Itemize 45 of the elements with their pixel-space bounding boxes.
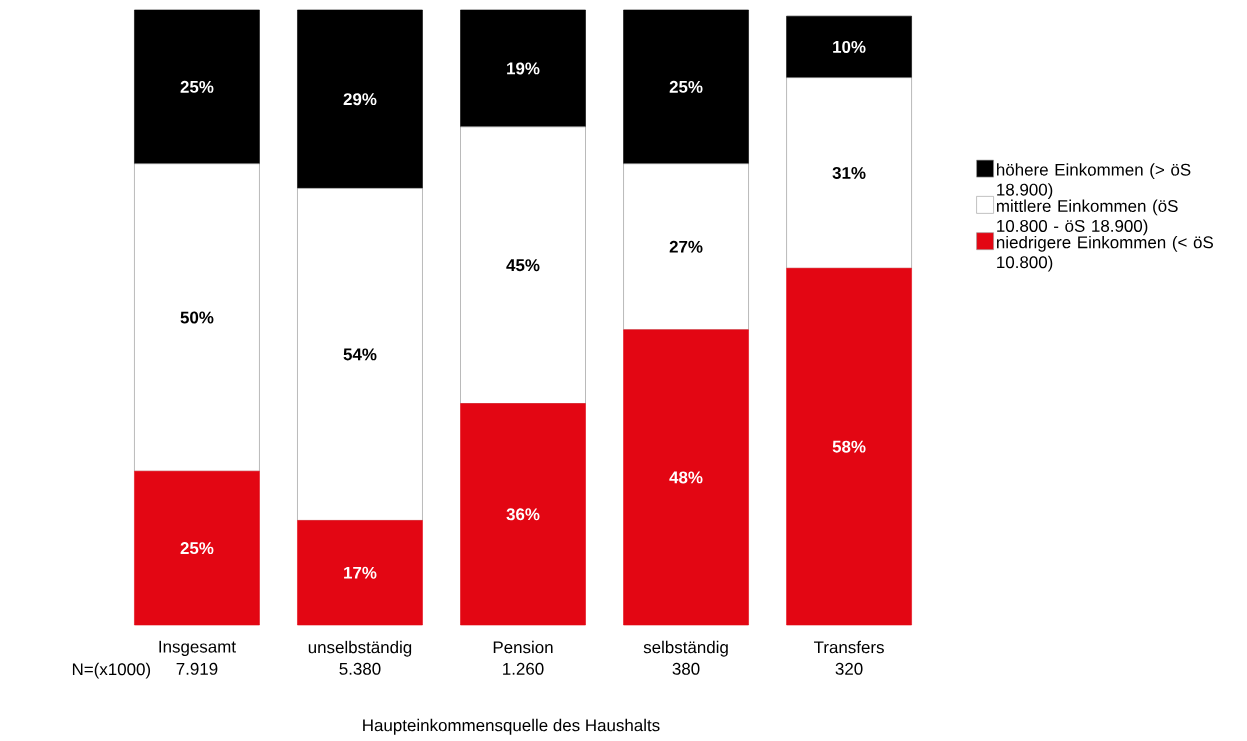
text: 380: [672, 662, 700, 675]
text: 7.919: [176, 662, 218, 675]
data-label: 31%: [832, 166, 866, 179]
text: 5.380: [339, 662, 381, 675]
legend-label: niedrigere Einkommen (< öS 10.800): [997, 235, 1213, 272]
bar: [460, 9, 586, 128]
data-label: 25%: [180, 542, 214, 555]
bar: [623, 163, 749, 331]
bar: [297, 520, 423, 626]
text: N=(x1000): [72, 662, 151, 679]
data-label: 10%: [833, 40, 866, 53]
bar: [623, 329, 749, 626]
legend-label: höhere Einkommen (> öS 18.900): [997, 163, 1191, 199]
bar: [786, 77, 912, 269]
bar: [297, 188, 423, 521]
data-label: 25%: [669, 80, 703, 93]
data-label: 27%: [669, 240, 703, 253]
bar: [623, 9, 749, 165]
bar: [134, 9, 260, 165]
bar: [297, 9, 423, 189]
bar: [134, 470, 260, 626]
bar: [460, 126, 586, 404]
data-label: 29%: [343, 93, 377, 106]
x-tick-label: unselbständig: [308, 640, 412, 657]
data-label: 36%: [506, 508, 540, 521]
bar: [786, 15, 912, 78]
x-tick-label: Transfers: [813, 640, 884, 654]
data-label: 58%: [832, 440, 866, 453]
text: 320: [835, 662, 863, 675]
data-label: 54%: [343, 348, 377, 361]
data-label: 17%: [344, 566, 377, 579]
x-tick-label: Insgesamt: [159, 640, 236, 657]
data-label: 48%: [669, 471, 703, 484]
x-tick-label: selbständig: [643, 640, 728, 657]
legend-label: mittlere Einkommen (öS 10.800 - öS 18.900): [997, 199, 1178, 236]
x-axis-title: Haupteinkommensquelle des Haushalts: [363, 718, 660, 735]
bar: [460, 403, 586, 626]
bar: [134, 163, 260, 472]
data-label: 45%: [506, 259, 540, 272]
data-label: 50%: [180, 311, 214, 324]
data-label: 25%: [180, 80, 214, 93]
text: 1.260: [503, 662, 544, 675]
data-label: 19%: [507, 62, 540, 75]
bar: [786, 268, 912, 626]
x-tick-label: Pension: [493, 640, 553, 654]
